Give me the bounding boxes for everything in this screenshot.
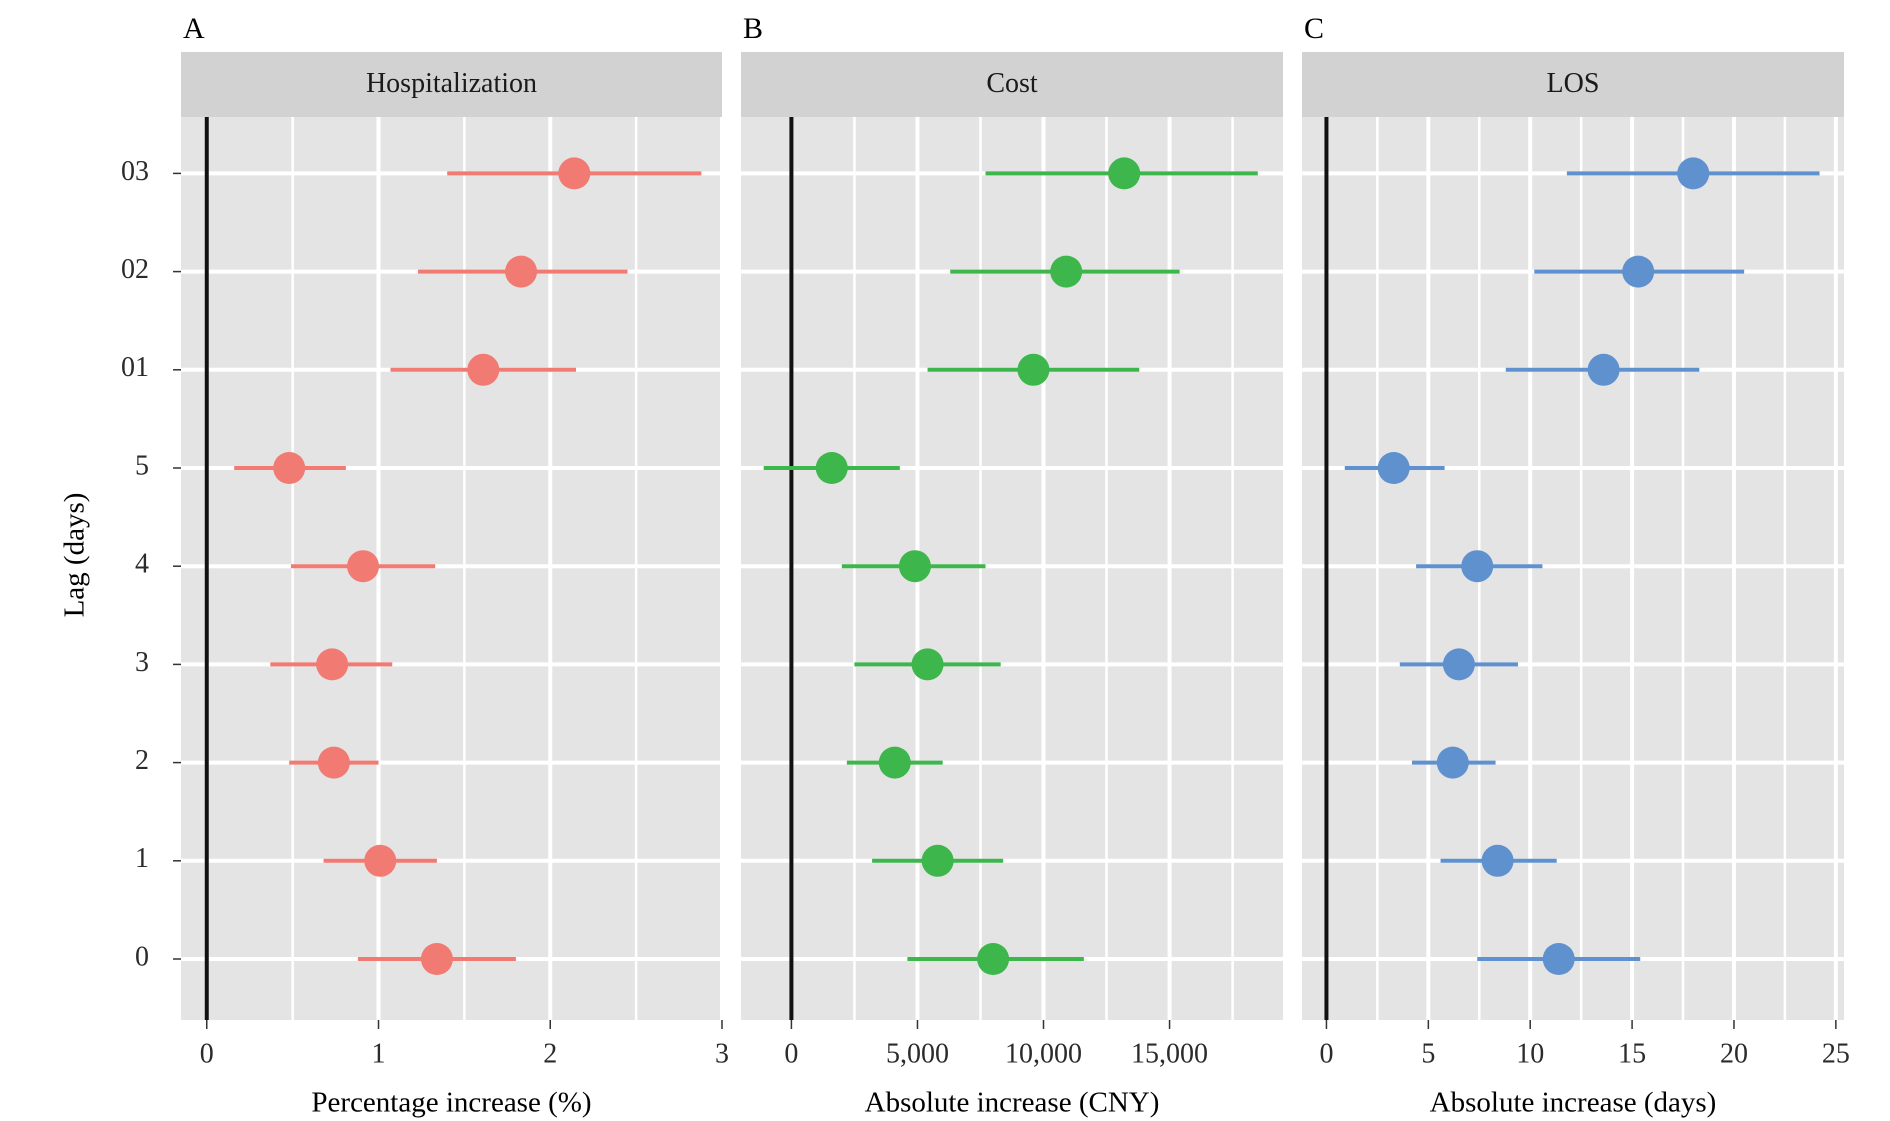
- y-tick-label: 5: [135, 450, 149, 481]
- panel-b: B Cost 0 5,000 10,000 15,000 Absolute increase…: [741, 12, 1283, 1119]
- y-tick-label: 2: [135, 745, 149, 776]
- x-tick-label: 3: [715, 1038, 729, 1069]
- point-estimate: [1442, 648, 1475, 681]
- x-tick-label: 5,000: [886, 1038, 949, 1069]
- panels: A Hospitalization 0 1 2 3 Percentage increase …: [181, 12, 1850, 1119]
- point-estimate: [1108, 157, 1141, 190]
- point-estimate: [1050, 255, 1083, 288]
- x-axis-title: Absolute increase (CNY): [865, 1087, 1160, 1119]
- x-tick-label: 5: [1421, 1038, 1435, 1069]
- x-tick-label: 0: [1319, 1038, 1333, 1069]
- point-estimate: [1677, 157, 1710, 190]
- panel-letter: C: [1304, 12, 1324, 45]
- strip-background: [181, 52, 722, 117]
- y-tick-label: 4: [135, 549, 149, 580]
- x-tick-label: 20: [1720, 1038, 1748, 1069]
- point-estimate: [1017, 353, 1050, 386]
- strip-background: [1302, 52, 1844, 117]
- y-tick-label: 3: [135, 647, 149, 678]
- point-estimate: [420, 943, 453, 975]
- y-tick-label: 0: [135, 941, 149, 972]
- plot-background: [1302, 117, 1844, 1020]
- y-tick-label: 01: [121, 352, 149, 383]
- panel-a: A Hospitalization 0 1 2 3 Percentage increase …: [181, 12, 729, 1119]
- x-tick-label: 1: [372, 1038, 386, 1069]
- point-estimate: [1461, 550, 1494, 583]
- point-estimate: [977, 943, 1010, 975]
- x-tick-label: 10: [1516, 1038, 1544, 1069]
- point-estimate: [505, 255, 538, 288]
- y-tick-label: 02: [121, 254, 149, 285]
- panel-letter: B: [743, 12, 763, 45]
- plot-background: [741, 117, 1283, 1020]
- point-estimate: [1622, 255, 1655, 288]
- point-estimate: [1436, 746, 1469, 779]
- y-axis-title: Lag (days): [59, 493, 91, 618]
- point-estimate: [317, 746, 350, 779]
- y-tick-label: 03: [121, 156, 149, 187]
- point-estimate: [898, 550, 931, 583]
- point-estimate: [1587, 353, 1620, 386]
- point-estimate: [558, 157, 591, 190]
- strip-title: Cost: [986, 68, 1038, 99]
- point-estimate: [273, 452, 306, 484]
- point-estimate: [921, 844, 954, 877]
- x-tick-label: 0: [200, 1038, 214, 1069]
- x-tick-label: 0: [784, 1038, 798, 1069]
- x-tick-label: 10,000: [1005, 1038, 1082, 1069]
- x-tick-label: 25: [1822, 1038, 1850, 1069]
- point-estimate: [1481, 844, 1514, 877]
- point-estimate: [467, 353, 500, 386]
- x-axis-title: Percentage increase (%): [311, 1087, 591, 1119]
- point-estimate: [316, 648, 349, 681]
- panel-c: C LOS 0 5 10 15 20 25 Absolute increase (days): [1302, 12, 1850, 1119]
- x-tick-label: 15,000: [1131, 1038, 1208, 1069]
- point-estimate: [878, 746, 911, 779]
- point-estimate: [347, 550, 380, 583]
- point-estimate: [815, 452, 848, 484]
- strip-title: LOS: [1547, 68, 1600, 99]
- plot-background: [181, 117, 722, 1020]
- point-estimate: [364, 844, 397, 877]
- x-tick-label: 2: [543, 1038, 557, 1069]
- point-estimate: [1377, 452, 1410, 484]
- point-estimate: [911, 648, 944, 681]
- panel-letter: A: [183, 12, 205, 45]
- strip-background: [741, 52, 1283, 117]
- point-estimate: [1542, 943, 1575, 975]
- x-axis-title: Absolute increase (days): [1430, 1087, 1717, 1119]
- x-tick-label: 15: [1618, 1038, 1646, 1069]
- strip-title: Hospitalization: [366, 68, 537, 99]
- y-tick-label: 1: [135, 843, 149, 874]
